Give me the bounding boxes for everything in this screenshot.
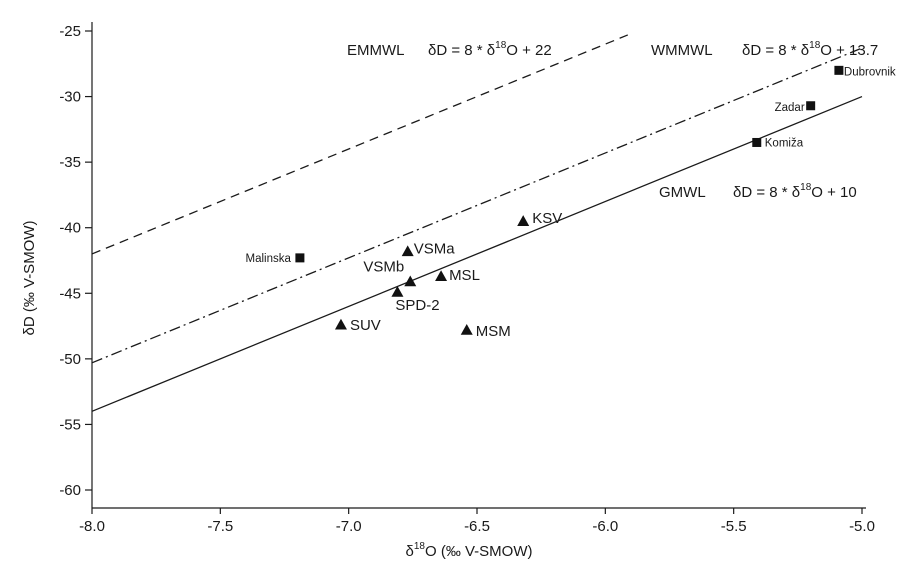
x-tick-label: -8.0 bbox=[79, 518, 105, 535]
gmwl-equation: δD = 8 * δ18O + 10 bbox=[733, 182, 857, 201]
y-tick-label: -40 bbox=[59, 220, 81, 237]
emmwl-eq-rhs: O + 22 bbox=[506, 42, 551, 59]
triangle-marker bbox=[401, 245, 414, 257]
square-label: Malinska bbox=[246, 253, 292, 265]
wmmwl-eq-sup: 18 bbox=[809, 40, 821, 51]
triangle-marker bbox=[435, 270, 448, 282]
wmmwl-eq-lhs: δD = 8 * δ bbox=[742, 42, 809, 59]
data-markers bbox=[295, 65, 844, 335]
x-tick-label: -5.0 bbox=[849, 518, 875, 535]
x-ticks: -8.0 -7.5 -7.0 -6.5 -6.0 -5.5 -5.0 bbox=[79, 508, 875, 535]
square-marker bbox=[834, 65, 844, 75]
axes bbox=[91, 22, 866, 509]
triangle-label: SUV bbox=[350, 317, 381, 334]
square-label: Zadar bbox=[775, 102, 805, 114]
square-marker bbox=[295, 253, 305, 263]
emmwl-eq-sup: 18 bbox=[495, 40, 507, 51]
triangle-label: VSMb bbox=[363, 258, 404, 275]
emmwl-name: EMMWL bbox=[347, 42, 405, 59]
triangle-label: VSMa bbox=[414, 240, 456, 257]
x-tick-label: -7.5 bbox=[207, 518, 233, 535]
square-marker bbox=[752, 137, 762, 147]
triangle-label: MSL bbox=[449, 267, 480, 284]
square-label: Komiža bbox=[765, 137, 804, 149]
wmmwl-eq-rhs: O + 13.7 bbox=[820, 42, 878, 59]
x-tick-label: -7.0 bbox=[336, 518, 362, 535]
y-tick-label: -45 bbox=[59, 285, 81, 302]
gmwl-eq-rhs: O + 10 bbox=[811, 184, 856, 201]
x-axis-title-prefix: δ bbox=[406, 543, 414, 560]
gmwl-line bbox=[91, 95, 863, 412]
square-label: Dubrovnik bbox=[844, 66, 896, 78]
y-tick-label: -35 bbox=[59, 154, 81, 171]
wmmwl-line bbox=[91, 47, 863, 364]
emmwl-equation: δD = 8 * δ18O + 22 bbox=[428, 40, 552, 59]
square-marker bbox=[806, 101, 816, 111]
triangle-marker bbox=[517, 215, 530, 226]
triangle-label: SPD-2 bbox=[395, 297, 439, 314]
gmwl-name: GMWL bbox=[659, 184, 706, 201]
y-tick-label: -55 bbox=[59, 416, 81, 433]
gmwl-eq-lhs: δD = 8 * δ bbox=[733, 184, 800, 201]
triangle-marker bbox=[460, 324, 473, 335]
x-axis-title-suffix: O (‰ V-SMOW) bbox=[425, 543, 533, 560]
emmwl-eq-lhs: δD = 8 * δ bbox=[428, 42, 495, 59]
triangle-label: KSV bbox=[532, 210, 562, 227]
y-ticks: -25 -30 -35 -40 -45 -50 -55 -60 bbox=[59, 23, 92, 499]
y-tick-label: -25 bbox=[59, 23, 81, 40]
y-tick-label: -50 bbox=[59, 351, 81, 368]
meteoric-lines bbox=[91, 34, 863, 412]
wmmwl-equation: δD = 8 * δ18O + 13.7 bbox=[742, 40, 878, 59]
triangle-marker bbox=[404, 275, 417, 287]
x-tick-label: -6.5 bbox=[464, 518, 490, 535]
gmwl-eq-sup: 18 bbox=[800, 182, 812, 193]
emmwl-line bbox=[91, 34, 629, 255]
triangle-label: MSM bbox=[476, 323, 511, 340]
x-tick-label: -5.5 bbox=[721, 518, 747, 535]
y-tick-label: -60 bbox=[59, 482, 81, 499]
y-tick-label: -30 bbox=[59, 89, 81, 106]
x-axis-title-sup: 18 bbox=[414, 541, 426, 552]
marker-labels: KSV VSMa VSMb MSL SPD-2 SUV MSM Malinska Dubrovn… bbox=[246, 66, 896, 340]
wmmwl-name: WMMWL bbox=[651, 42, 713, 59]
y-axis-title: δD (‰ V-SMOW) bbox=[21, 220, 38, 335]
triangle-marker bbox=[334, 318, 347, 330]
triangle-marker bbox=[391, 285, 404, 297]
x-tick-label: -6.0 bbox=[592, 518, 618, 535]
x-axis-title: δ18O (‰ V-SMOW) bbox=[406, 541, 533, 560]
